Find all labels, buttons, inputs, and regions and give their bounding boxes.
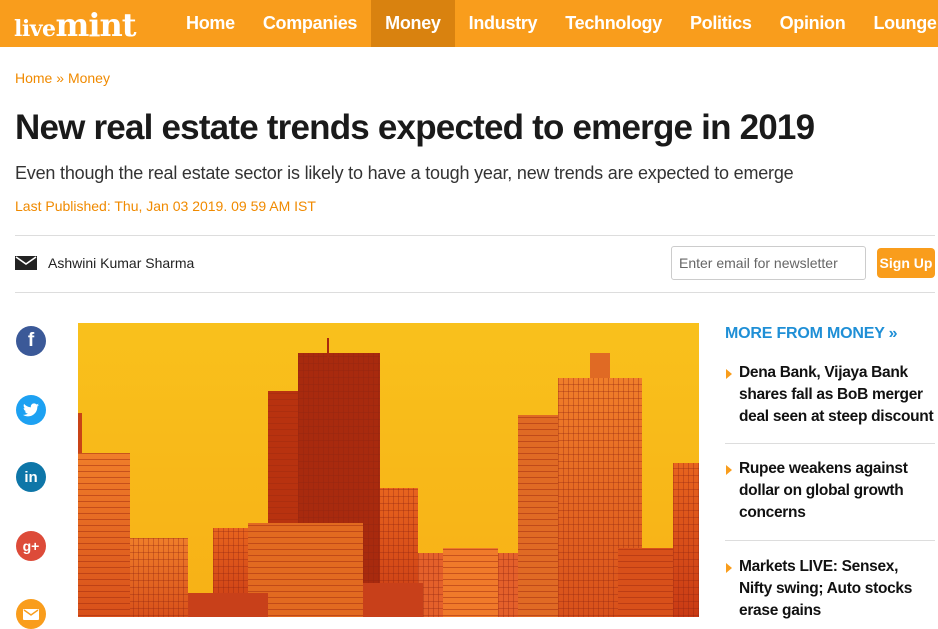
city-skyline-illustration: [78, 323, 699, 617]
nav-item-lounge[interactable]: Lounge: [873, 13, 937, 33]
nav-item-home[interactable]: Home: [186, 13, 235, 33]
more-from-money-header[interactable]: MORE FROM MONEY »: [725, 325, 898, 342]
nav-item-technology[interactable]: Technology: [565, 13, 662, 33]
logo-mint-text: mint: [55, 6, 137, 44]
signup-button[interactable]: Sign Up: [877, 248, 935, 278]
more-from-item[interactable]: Rupee weakens against dollar on global g…: [725, 458, 935, 524]
facebook-share-button[interactable]: f: [16, 326, 46, 356]
email-share-icon: [23, 608, 39, 620]
nav-item-politics[interactable]: Politics: [689, 13, 752, 33]
more-from-divider: [725, 443, 935, 444]
linkedin-icon: in: [24, 468, 38, 486]
more-from-item-text: Dena Bank, Vijaya Bank shares fall as Bo…: [739, 364, 934, 425]
newsletter-email-input[interactable]: [671, 246, 866, 280]
livemint-logo[interactable]: live mint: [14, 6, 137, 44]
bullet-arrow-icon: [726, 369, 732, 379]
published-timestamp: Last Published: Thu, Jan 03 2019. 09 59 …: [15, 198, 316, 214]
breadcrumb-money-link[interactable]: Money: [67, 70, 110, 86]
facebook-icon: f: [27, 330, 35, 351]
top-navigation-bar: live mint Home Companies Money Industry …: [0, 0, 938, 47]
divider-top: [15, 235, 935, 236]
nav-item-companies[interactable]: Companies: [262, 13, 358, 33]
article-title: New real estate trends expected to emerg…: [15, 108, 815, 147]
bullet-arrow-icon: [726, 465, 732, 475]
author-row: Ashwini Kumar Sharma: [15, 246, 194, 280]
hero-image: [78, 323, 699, 617]
more-from-item[interactable]: Markets LIVE: Sensex, Nifty swing; Auto …: [725, 556, 935, 622]
google-plus-icon: g+: [22, 538, 40, 554]
bullet-arrow-icon: [726, 563, 732, 573]
article-subtitle: Even though the real estate sector is li…: [15, 163, 794, 183]
mail-icon[interactable]: [15, 256, 37, 270]
breadcrumb-separator: »: [52, 70, 68, 86]
nav-item-money[interactable]: Money: [371, 0, 455, 47]
twitter-share-button[interactable]: [16, 395, 46, 425]
author-name[interactable]: Ashwini Kumar Sharma: [48, 255, 195, 271]
more-from-item-text: Rupee weakens against dollar on global g…: [739, 460, 908, 521]
main-nav: Home Companies Money Industry Technology…: [172, 0, 938, 47]
breadcrumb: Home » Money: [15, 70, 110, 86]
more-from-item[interactable]: Dena Bank, Vijaya Bank shares fall as Bo…: [725, 362, 935, 428]
logo-live-text: live: [14, 16, 56, 42]
breadcrumb-home-link[interactable]: Home: [15, 70, 53, 86]
nav-item-industry[interactable]: Industry: [468, 13, 538, 33]
twitter-icon: [23, 403, 39, 417]
nav-item-opinion[interactable]: Opinion: [779, 13, 846, 33]
divider-bottom: [15, 292, 935, 293]
more-from-item-text: Markets LIVE: Sensex, Nifty swing; Auto …: [739, 558, 913, 619]
linkedin-share-button[interactable]: in: [16, 462, 46, 492]
google-plus-share-button[interactable]: g+: [16, 531, 46, 561]
email-share-button[interactable]: [16, 599, 46, 629]
more-from-divider: [725, 540, 935, 541]
